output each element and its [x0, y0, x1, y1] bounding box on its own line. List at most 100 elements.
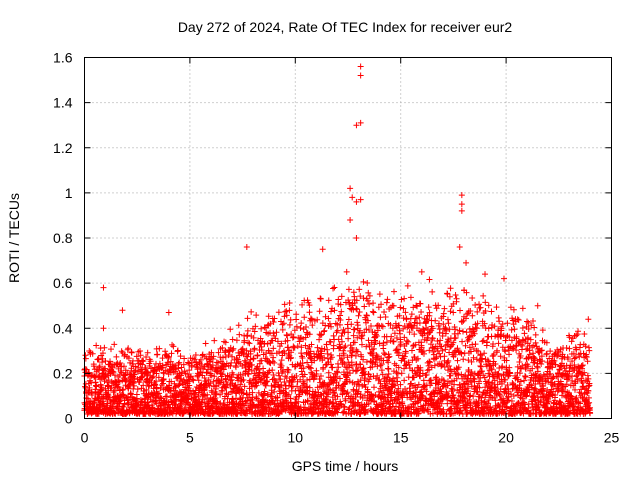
- data-point: [144, 349, 151, 356]
- data-point: [445, 320, 452, 327]
- data-point: [402, 350, 409, 357]
- data-point: [538, 360, 545, 367]
- data-point: [100, 284, 107, 291]
- data-point: [572, 395, 579, 402]
- data-point: [336, 375, 343, 382]
- data-point: [544, 400, 551, 407]
- data-point: [467, 404, 474, 411]
- data-point: [438, 400, 445, 407]
- data-point: [307, 348, 314, 355]
- data-point: [198, 403, 205, 410]
- data-point: [393, 403, 400, 410]
- data-point: [154, 351, 161, 358]
- data-point: [270, 330, 277, 337]
- data-point: [325, 315, 332, 322]
- data-point: [195, 393, 202, 400]
- data-point: [406, 329, 413, 336]
- data-point: [320, 364, 327, 371]
- data-point: [334, 393, 341, 400]
- data-point: [438, 388, 445, 395]
- data-point: [465, 336, 472, 343]
- data-point: [86, 369, 93, 376]
- data-point: [141, 395, 148, 402]
- data-point: [295, 398, 302, 405]
- data-point: [378, 322, 385, 329]
- data-point: [414, 355, 421, 362]
- data-point: [211, 337, 218, 344]
- data-point: [376, 291, 383, 298]
- data-point: [467, 377, 474, 384]
- data-point: [209, 365, 216, 372]
- data-point: [346, 405, 353, 412]
- data-point: [521, 377, 528, 384]
- data-point: [153, 384, 160, 391]
- data-point: [255, 389, 262, 396]
- data-point: [382, 384, 389, 391]
- data-point: [340, 409, 347, 416]
- data-point: [93, 383, 100, 390]
- data-point: [429, 335, 436, 342]
- data-point: [217, 354, 224, 361]
- data-point: [278, 382, 285, 389]
- data-point: [572, 403, 579, 410]
- data-point: [424, 367, 431, 374]
- data-point: [248, 308, 255, 315]
- data-point: [519, 395, 526, 402]
- data-point: [349, 349, 356, 356]
- data-point: [449, 386, 456, 393]
- data-point: [246, 377, 253, 384]
- data-point: [485, 400, 492, 407]
- x-tick-label: 15: [393, 430, 409, 446]
- data-point: [423, 371, 430, 378]
- data-point: [139, 399, 146, 406]
- data-point: [559, 392, 566, 399]
- data-point: [353, 235, 360, 241]
- data-point: [101, 344, 108, 351]
- data-point: [254, 352, 261, 359]
- data-point: [440, 313, 447, 320]
- data-point: [366, 343, 373, 350]
- data-point: [357, 293, 364, 300]
- data-point: [442, 342, 449, 349]
- chart-title: Day 272 of 2024, Rate Of TEC Index for r…: [178, 19, 513, 35]
- data-point: [299, 301, 306, 308]
- data-point: [328, 361, 335, 368]
- data-point: [584, 372, 591, 379]
- data-point: [515, 338, 522, 345]
- data-point: [133, 353, 140, 360]
- data-point: [492, 397, 499, 404]
- data-point: [213, 359, 220, 366]
- data-point: [276, 372, 283, 379]
- data-point: [363, 359, 370, 366]
- data-point: [378, 361, 385, 368]
- data-point: [403, 337, 410, 344]
- data-point: [429, 288, 436, 295]
- data-point: [365, 400, 372, 407]
- data-point: [262, 397, 269, 404]
- data-point: [439, 347, 446, 354]
- data-point: [283, 331, 290, 338]
- data-point: [427, 410, 434, 417]
- data-point: [213, 383, 220, 390]
- data-point: [444, 400, 451, 407]
- data-point: [335, 296, 342, 303]
- data-point: [579, 407, 586, 414]
- data-point: [273, 329, 280, 336]
- data-point: [197, 369, 204, 376]
- data-point: [188, 373, 195, 380]
- data-point: [286, 321, 293, 328]
- data-point: [253, 312, 260, 319]
- data-point: [186, 367, 193, 374]
- data-point: [90, 363, 97, 370]
- data-point: [506, 369, 513, 376]
- data-point: [450, 339, 457, 346]
- data-point: [306, 352, 313, 359]
- data-point: [377, 314, 384, 321]
- data-point: [447, 285, 454, 292]
- data-point: [437, 353, 444, 360]
- data-point: [575, 328, 582, 335]
- data-point: [272, 377, 279, 384]
- data-point: [426, 347, 433, 354]
- data-point: [477, 362, 484, 369]
- data-point: [384, 296, 391, 303]
